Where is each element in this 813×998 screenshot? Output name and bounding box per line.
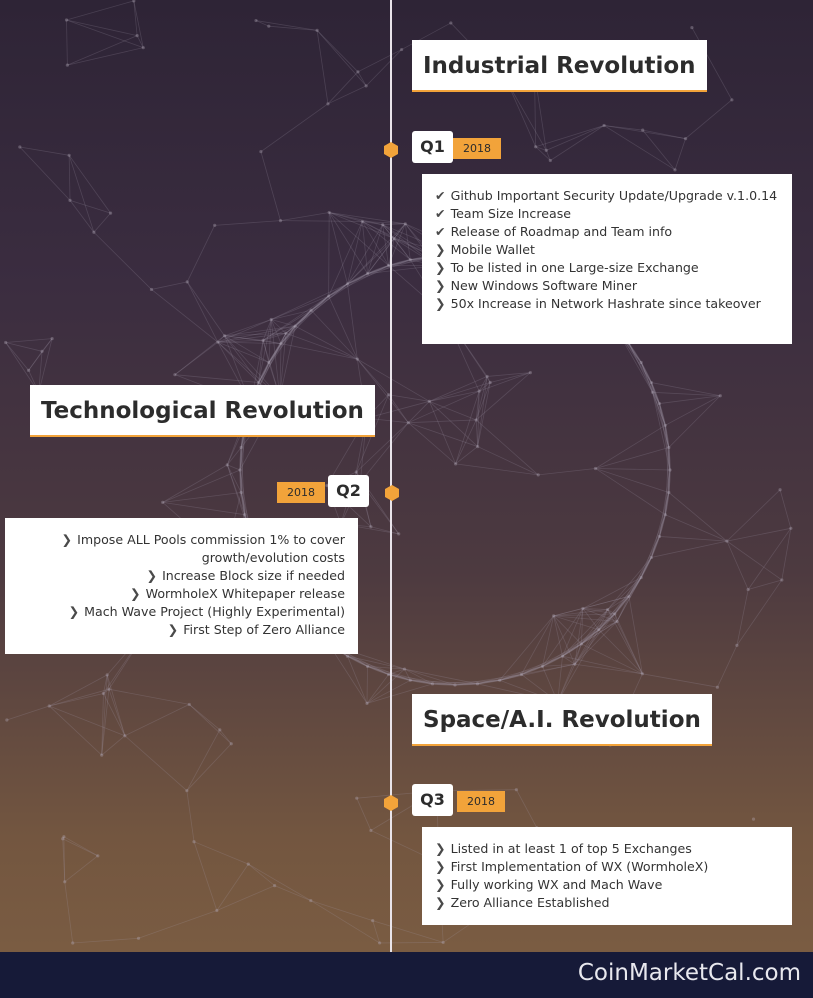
year-tag-q3: 2018 <box>457 791 505 812</box>
milestone-text: To be listed in one Large-size Exchange <box>450 260 699 275</box>
section-heading-technological: Technological Revolution <box>30 385 375 437</box>
chevron-right-icon: ❯ <box>435 242 446 257</box>
milestone-text: Zero Alliance Established <box>450 895 610 910</box>
milestone-text: Mach Wave Project (Highly Experimental) <box>84 604 345 619</box>
chevron-right-icon: ❯ <box>435 278 446 293</box>
check-icon: ✔ <box>435 188 446 203</box>
timeline-line <box>390 0 392 952</box>
hexagon-marker-icon <box>384 795 398 811</box>
network-graphic <box>4 0 793 945</box>
milestone-item: ❯ 50x Increase in Network Hashrate since … <box>435 295 780 313</box>
milestone-card-q2: ❯ Impose ALL Pools commission 1% to cover… <box>5 518 358 654</box>
milestone-text: Impose ALL Pools commission 1% to cover … <box>77 532 345 565</box>
chevron-right-icon: ❯ <box>146 568 158 583</box>
check-icon: ✔ <box>435 206 446 221</box>
milestone-card-q1: ✔ Github Important Security Update/Upgrad… <box>422 174 792 344</box>
milestone-item: ❯ Fully working WX and Mach Wave <box>435 876 780 894</box>
chevron-right-icon: ❯ <box>68 604 80 619</box>
milestone-text: Fully working WX and Mach Wave <box>450 877 663 892</box>
milestone-text: Release of Roadmap and Team info <box>450 224 673 239</box>
milestone-item: ❯ Mach Wave Project (Highly Experimental) <box>17 603 345 621</box>
brand-watermark: CoinMarketCal.com <box>577 960 801 986</box>
milestone-item: ❯ WormholeX Whitepaper release <box>17 585 345 603</box>
chevron-right-icon: ❯ <box>167 622 179 637</box>
chevron-right-icon: ❯ <box>435 859 446 874</box>
milestone-text: First Implementation of WX (WormholeX) <box>450 859 709 874</box>
chevron-right-icon: ❯ <box>435 841 446 856</box>
hexagon-marker-icon <box>385 485 399 501</box>
milestone-item: ❯ To be listed in one Large-size Exchange <box>435 259 780 277</box>
network-background <box>0 0 813 952</box>
quarter-tag-q2: Q2 <box>328 475 369 507</box>
milestone-item: ✔ Team Size Increase <box>435 205 780 223</box>
milestone-item: ❯ Increase Block size if needed <box>17 567 346 585</box>
milestone-text: Listed in at least 1 of top 5 Exchanges <box>450 841 692 856</box>
chevron-right-icon: ❯ <box>130 586 141 601</box>
milestone-item: ❯ Impose ALL Pools commission 1% to cover… <box>17 531 345 567</box>
milestone-text: Mobile Wallet <box>450 242 535 257</box>
milestone-text: 50x Increase in Network Hashrate since t… <box>450 296 761 311</box>
milestone-item: ❯ First Step of Zero Alliance <box>17 621 345 639</box>
milestone-text: First Step of Zero Alliance <box>183 622 345 637</box>
quarter-tag-q1: Q1 <box>412 131 453 163</box>
check-icon: ✔ <box>435 224 446 239</box>
milestone-text: Team Size Increase <box>450 206 572 221</box>
milestone-item: ❯ Listed in at least 1 of top 5 Exchanges <box>435 840 780 858</box>
footer-bar: CoinMarketCal.com <box>0 952 813 998</box>
milestone-text: Github Important Security Update/Upgrade… <box>450 188 778 203</box>
chevron-right-icon: ❯ <box>435 877 446 892</box>
milestone-text: New Windows Software Miner <box>450 278 638 293</box>
hexagon-marker-icon <box>384 142 398 158</box>
chevron-right-icon: ❯ <box>61 532 73 547</box>
section-heading-space-ai: Space/A.I. Revolution <box>412 694 712 746</box>
year-tag-q1: 2018 <box>453 138 501 159</box>
chevron-right-icon: ❯ <box>435 260 446 275</box>
quarter-tag-q3: Q3 <box>412 784 453 816</box>
milestone-item: ❯ New Windows Software Miner <box>435 277 780 295</box>
chevron-right-icon: ❯ <box>435 895 446 910</box>
milestone-item: ✔ Release of Roadmap and Team info <box>435 223 780 241</box>
year-tag-q2: 2018 <box>277 482 325 503</box>
milestone-item: ❯ Mobile Wallet <box>435 241 780 259</box>
milestone-text: Increase Block size if needed <box>162 568 345 583</box>
milestone-item: ❯ First Implementation of WX (WormholeX) <box>435 858 780 876</box>
milestone-text: WormholeX Whitepaper release <box>145 586 345 601</box>
section-heading-industrial: Industrial Revolution <box>412 40 707 92</box>
chevron-right-icon: ❯ <box>435 296 446 311</box>
milestone-item: ✔ Github Important Security Update/Upgrad… <box>435 187 780 205</box>
milestone-item: ❯ Zero Alliance Established <box>435 894 780 912</box>
milestone-card-q3: ❯ Listed in at least 1 of top 5 Exchanges… <box>422 827 792 925</box>
